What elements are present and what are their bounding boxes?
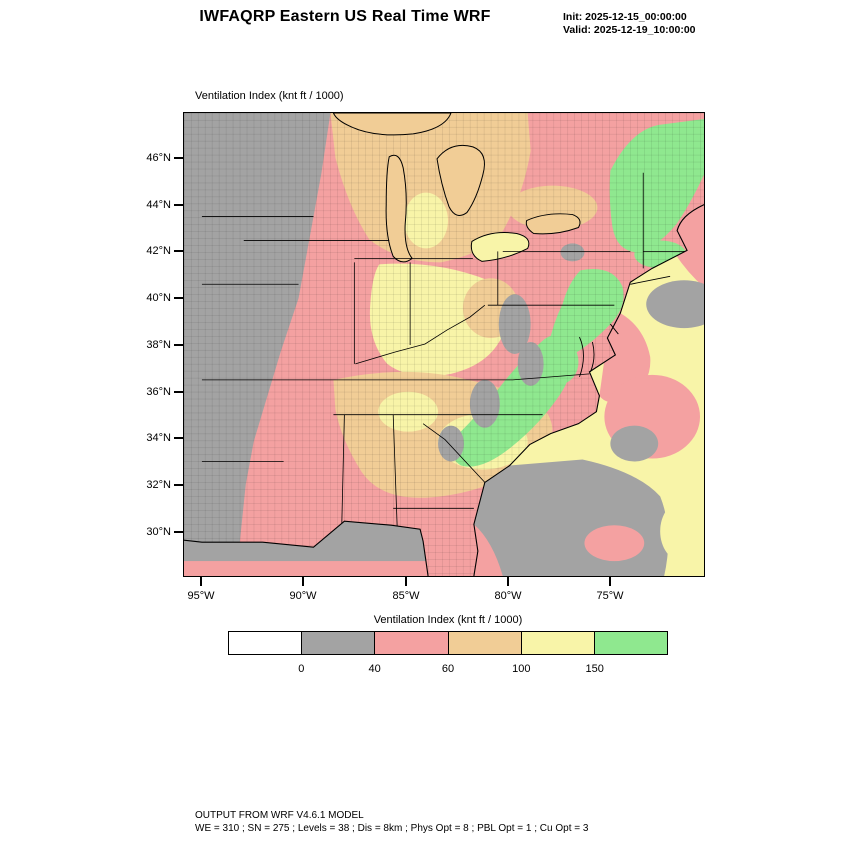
lake-ontario [525, 213, 581, 235]
page-title: IWFAQRP Eastern US Real Time WRF [199, 8, 491, 25]
lat-tick-label: 44°N [146, 199, 171, 211]
lon-tick [507, 577, 509, 586]
map-plot [184, 113, 704, 576]
lat-tick [174, 344, 183, 346]
coastline [184, 204, 704, 576]
colorbar-cell [521, 632, 595, 654]
valid-time: Valid: 2025-12-19_10:00:00 [563, 24, 696, 36]
lat-tick-label: 36°N [146, 386, 171, 398]
lon-tick-label: 75°W [596, 590, 624, 602]
state-borders [201, 172, 704, 542]
lon-tick [302, 577, 304, 586]
colorbar-cell [229, 632, 303, 654]
colorbar-cell [594, 632, 668, 654]
lake-huron [436, 144, 485, 216]
lon-tick-label: 95°W [187, 590, 215, 602]
lat-tick [174, 484, 183, 486]
colorbar-cell [302, 632, 376, 654]
lon-tick [200, 577, 202, 586]
lat-tick-label: 32°N [146, 479, 171, 491]
lat-tick [174, 250, 183, 252]
footer-config-line: WE = 310 ; SN = 275 ; Levels = 38 ; Dis … [195, 823, 589, 834]
lat-tick [174, 157, 183, 159]
lon-tick [609, 577, 611, 586]
field-label: Ventilation Index (knt ft / 1000) [195, 90, 344, 102]
colorbar [228, 631, 668, 655]
lat-tick-label: 46°N [146, 152, 171, 164]
init-time: Init: 2025-12-15_00:00:00 [563, 11, 687, 23]
lat-tick [174, 297, 183, 299]
colorbar-break-label: 40 [368, 663, 381, 675]
map-frame [183, 112, 705, 577]
lat-tick-label: 34°N [146, 432, 171, 444]
lat-tick [174, 204, 183, 206]
lon-tick-label: 80°W [494, 590, 522, 602]
legend-title: Ventilation Index (knt ft / 1000) [373, 614, 523, 626]
footer-model-line: OUTPUT FROM WRF V4.6.1 MODEL [195, 810, 364, 821]
lake-erie [470, 231, 530, 262]
lat-tick-label: 30°N [146, 526, 171, 538]
lat-tick [174, 391, 183, 393]
lat-tick-label: 42°N [146, 245, 171, 257]
colorbar-cell [448, 632, 522, 654]
lat-tick [174, 531, 183, 533]
colorbar-cell [375, 632, 449, 654]
colorbar-break-label: 60 [441, 663, 455, 675]
lon-tick-label: 90°W [289, 590, 317, 602]
colorbar-break-label: 0 [298, 663, 305, 675]
lon-tick [405, 577, 407, 586]
colorbar-break-label: 100 [512, 663, 531, 675]
lat-tick-label: 38°N [146, 339, 171, 351]
great-lakes [332, 113, 581, 263]
lat-tick-label: 40°N [146, 292, 171, 304]
lake-superior [332, 113, 452, 136]
lat-tick [174, 437, 183, 439]
lon-tick-label: 85°W [392, 590, 420, 602]
colorbar-break-label: 150 [585, 663, 604, 675]
